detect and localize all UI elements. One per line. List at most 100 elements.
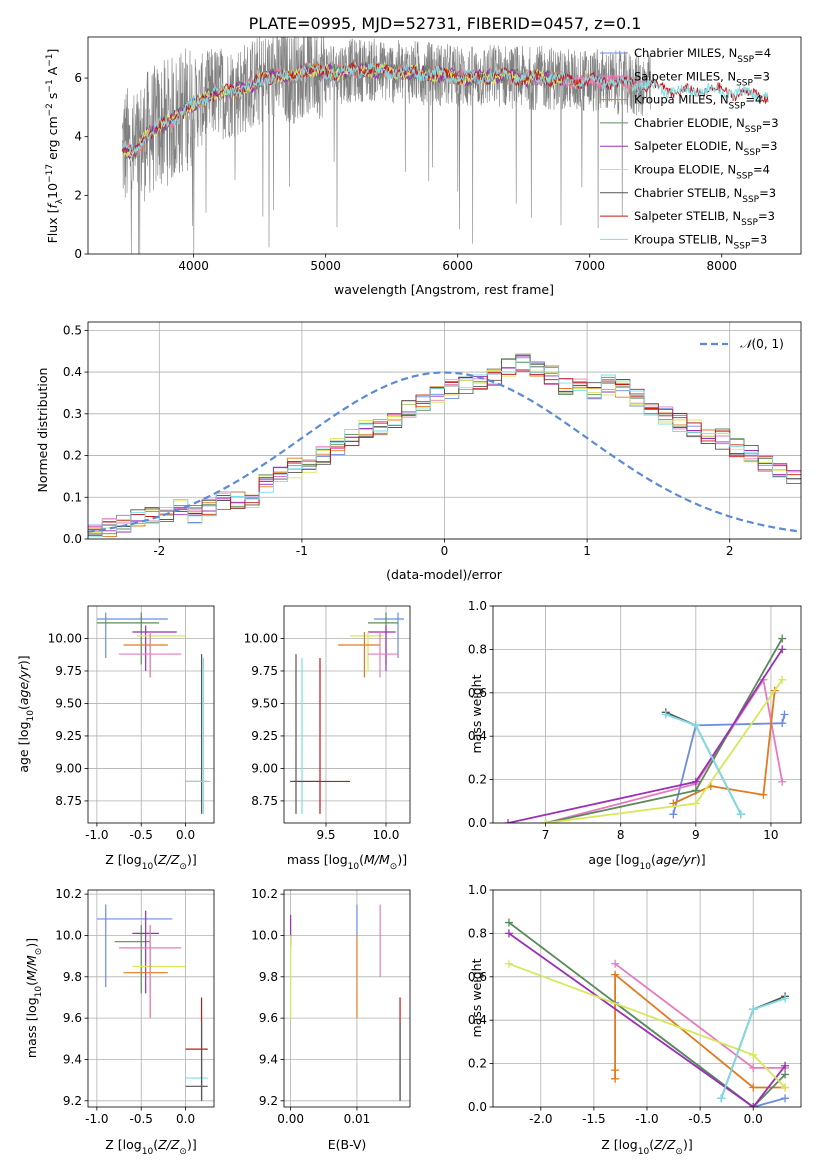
point-marker [504,918,513,927]
series-chabrier-miles [669,710,789,819]
axes-frame [87,889,215,1108]
y-tick-label: 9.4 [63,1052,82,1066]
x-tick-label: -1 [296,544,308,558]
x-tick-label: 0.0 [176,1112,195,1126]
x-tick-label: -1.0 [635,1112,658,1126]
y-tick-label: 8.75 [55,794,82,808]
legend-entry-label: Kroupa MILES, NSSP=4 [634,93,762,112]
y-axis-label: mass weight [469,958,484,1037]
data-point-chabrier-stelib [185,654,208,814]
legend-entry-label: Kroupa ELODIE, NSSP=4 [634,163,770,182]
point-marker [661,710,670,719]
axes: -1.0 -0.5 0.0 8.75 9.00 9.25 9.50 9.75 10.00 Z [l… [16,605,215,872]
y-tick-label: 0.0 [468,1100,487,1114]
axes-frame [87,36,802,255]
x-tick-label: -0.5 [688,1112,711,1126]
x-tick-label: -2.0 [529,1112,552,1126]
plot-area [96,612,211,814]
y-tick-label: 0.4 [63,365,82,379]
y-tick-label: 10.2 [251,887,278,901]
data-point-chabrier-stelib [185,1022,208,1101]
point-marker [781,1061,790,1070]
x-tick-label: 8000 [707,259,738,273]
x-tick-label: -2 [153,544,165,558]
x-tick-label: 9.5 [316,828,335,842]
y-tick-label: 10.00 [244,631,278,645]
plot-area [88,352,801,538]
legend: 𝒩(0, 1) [700,337,784,351]
axes: 0.00 0.01 9.2 9.4 9.6 9.8 10.0 10.2 E(B-V) [251,887,411,1152]
x-tick-label: 10 [763,828,778,842]
data-point-kroupa-elodie [136,631,186,671]
x-axis-label: (data-model)/error [386,567,503,582]
data-point-chabrier-elodie [96,612,159,665]
series-kroupa-elodie [541,675,787,823]
normal-curve [88,371,799,533]
point-marker [504,929,513,938]
y-tick-label: 9.8 [259,970,278,984]
y-tick-label: 9.50 [55,696,82,710]
data-point-kroupa-miles [338,631,380,678]
axes: 4000 5000 6000 7000 8000 0 2 4 6 wavelength [Angs… [45,36,802,297]
legend-entry-label: Salpeter ELODIE, NSSP=3 [634,139,777,158]
x-axis-label: age [log10(age/yr)] [588,852,705,872]
y-tick-label: 2 [74,188,82,202]
series-line [508,932,786,1107]
panel-mass-weight-vs-Z: -2.0 -1.5 -1.0 -0.5 0.0 0.0 0.2 0.4 0.6 0.8 1.0 Z [… [468,883,802,1157]
point-marker [749,1083,758,1092]
point-marker [749,1005,758,1014]
point-marker [736,810,745,819]
x-tick-label: 9 [692,828,700,842]
axes: -1.0 -0.5 0.0 9.2 9.4 9.6 9.8 10.0 10.2 Z [log10(… [24,887,215,1157]
data-point-chabrier-miles [96,904,173,988]
y-axis-label: mass weight [469,674,484,753]
point-marker [781,1083,790,1092]
y-tick-label: 6 [74,71,82,85]
series-kroupa-stelib [717,994,790,1103]
point-marker [691,786,700,795]
y-tick-label: 9.4 [259,1052,278,1066]
point-marker [541,819,550,823]
y-tick-label: 0.1 [63,490,82,504]
axes: -2 -1 0 1 2 0.0 0.1 0.2 0.3 0.4 0.5 𝒩(0, 1) (data-mo… [35,321,802,582]
axes-frame [283,605,411,824]
y-tick-label: 0.6 [468,970,487,984]
series-kroupa-miles [669,686,779,808]
data-point-chabrier-elodie [114,925,151,994]
x-tick-label: 0.01 [344,1112,371,1126]
x-tick-label: 10.0 [373,828,400,842]
legend-entry-label: Salpeter STELIB, NSSP=3 [634,209,775,228]
point-marker [504,819,513,823]
y-tick-label: 9.8 [63,970,82,984]
y-tick-label: 0.2 [468,1057,487,1071]
y-axis-label: mass [log10(M/M⊙)] [24,938,44,1058]
point-marker [611,959,620,968]
x-axis-label: Z [log10(Z/Z⊙)] [105,1137,196,1157]
y-tick-label: 9.6 [63,1011,82,1025]
point-marker [504,959,513,968]
series-salpeter-elodie [504,645,787,823]
data-point-salpeter-elodie [132,625,177,671]
data-point-salpeter-miles [119,631,182,678]
legend-entry-label: Chabrier ELODIE, NSSP=3 [634,116,779,135]
x-tick-label: -0.5 [130,828,153,842]
histogram-step-kroupa-elodie [88,352,801,533]
x-axis-label: mass [log10(M/M⊙)] [287,852,407,872]
x-axis-label: wavelength [Angstrom, rest frame] [334,282,554,297]
axes: 9.5 10.0 8.75 9.00 9.25 9.50 9.75 10.00 mass [lo… [244,605,411,872]
data-point-salpeter-miles [119,925,182,1019]
x-tick-label: 4000 [178,259,209,273]
panel-mass-weight-vs-age: 7 8 9 10 0.0 0.2 0.4 0.6 0.8 1.0 age [log10(age/yr… [468,599,802,872]
model-line-salpeter-stelib [121,61,769,155]
x-tick-label: 6000 [442,259,473,273]
point-marker [778,634,787,643]
plot-area [290,904,401,1101]
data-point-chabrier-miles [374,612,404,658]
y-tick-label: 0.2 [468,773,487,787]
data-point-salpeter-stelib [292,657,350,814]
y-tick-label: 8.75 [251,794,278,808]
y-tick-label: 9.25 [55,729,82,743]
x-axis-label: E(B-V) [328,1137,367,1152]
axes: 7 8 9 10 0.0 0.2 0.4 0.6 0.8 1.0 age [log10(age/yr… [468,599,802,872]
